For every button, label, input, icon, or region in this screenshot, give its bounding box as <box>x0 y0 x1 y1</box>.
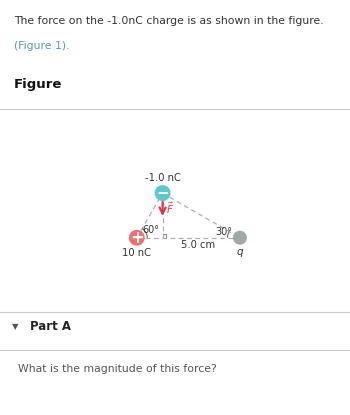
Text: 10 nC: 10 nC <box>122 248 151 258</box>
Text: −: − <box>156 186 169 200</box>
Text: 30°: 30° <box>215 227 232 237</box>
Circle shape <box>155 186 170 200</box>
Text: $\vec{F}$: $\vec{F}$ <box>166 200 175 216</box>
Circle shape <box>130 230 144 245</box>
Text: q: q <box>237 247 243 257</box>
Text: 5.0 cm: 5.0 cm <box>181 240 215 250</box>
Text: +: + <box>130 229 144 247</box>
Text: What is the magnitude of this force?: What is the magnitude of this force? <box>18 364 216 374</box>
Text: -1.0 nC: -1.0 nC <box>145 173 181 183</box>
Text: Figure: Figure <box>14 78 62 91</box>
Text: The force on the -1.0nC charge is as shown in the figure.: The force on the -1.0nC charge is as sho… <box>14 15 324 25</box>
Text: (Figure 1).: (Figure 1). <box>14 41 70 51</box>
Text: ▼: ▼ <box>12 322 19 331</box>
Text: 60°: 60° <box>142 225 159 235</box>
Text: Part A: Part A <box>30 320 71 333</box>
Circle shape <box>233 232 246 244</box>
